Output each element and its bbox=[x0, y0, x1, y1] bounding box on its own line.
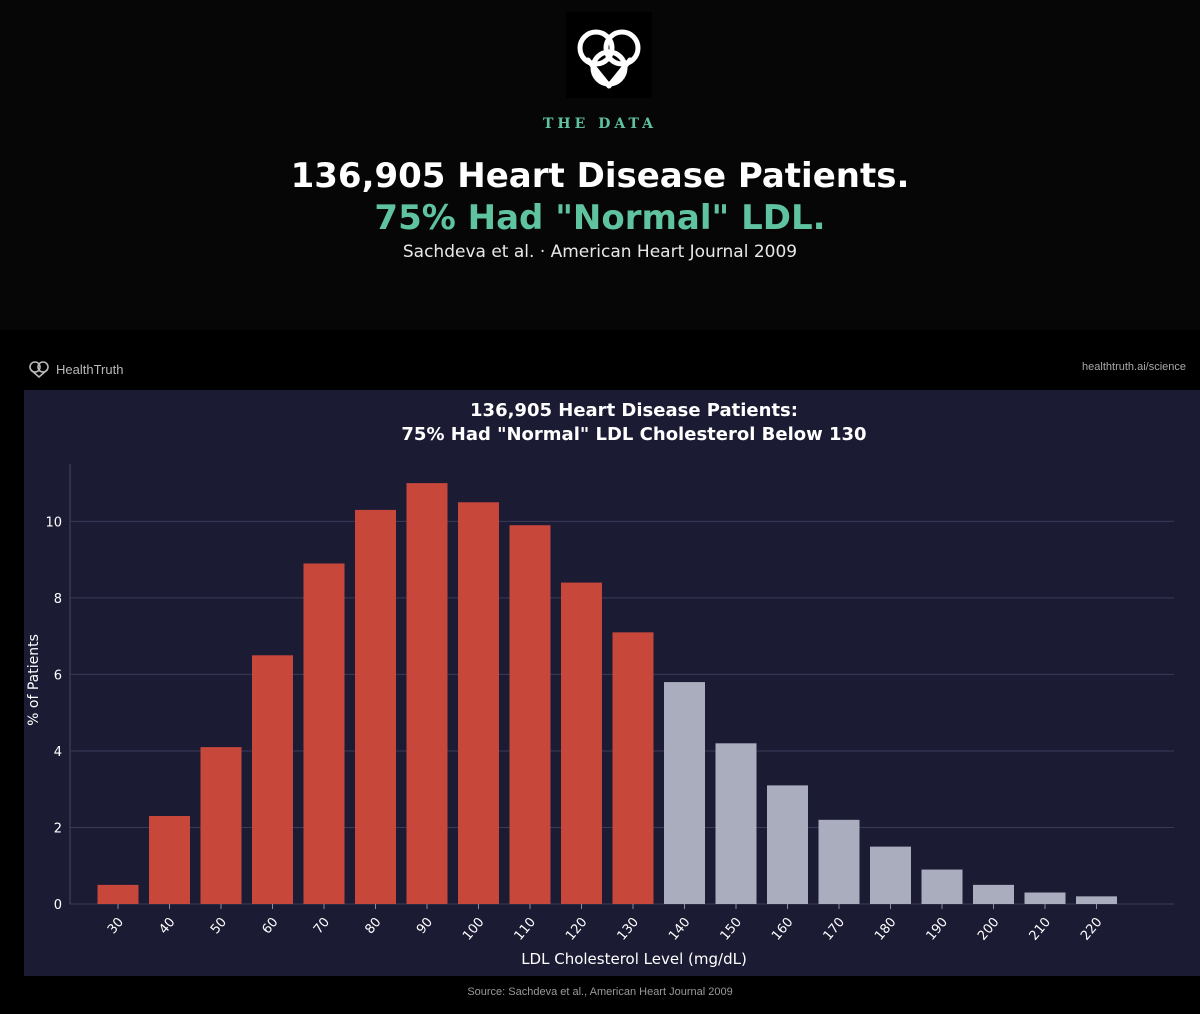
x-tick-label: 130 bbox=[615, 915, 642, 944]
bar-180 bbox=[870, 846, 911, 904]
headline-primary: 136,905 Heart Disease Patients. bbox=[290, 156, 910, 196]
bar-160 bbox=[767, 785, 808, 904]
eyebrow-label: THE DATA bbox=[543, 116, 657, 132]
x-tick-label: 170 bbox=[821, 915, 848, 944]
y-axis: 0 2 4 6 8 10 bbox=[45, 515, 62, 913]
x-tick-label: 210 bbox=[1027, 915, 1054, 944]
bar-90 bbox=[406, 483, 448, 904]
y-axis-label: % of Patients bbox=[26, 634, 42, 726]
x-tick-label: 190 bbox=[924, 915, 951, 944]
x-tick-label: 200 bbox=[975, 915, 1002, 944]
headline-accent: 75% Had "Normal" LDL. bbox=[374, 198, 826, 238]
brand-name: HealthTruth bbox=[56, 361, 124, 377]
x-tick-label: 50 bbox=[208, 915, 230, 937]
knot-heart-icon bbox=[29, 361, 49, 378]
x-tick-label: 30 bbox=[105, 915, 127, 937]
y-tick-label: 4 bbox=[54, 745, 62, 760]
citation: Sachdeva et al. · American Heart Journal… bbox=[402, 242, 798, 262]
x-tick-label: 40 bbox=[156, 915, 178, 937]
x-tick-label: 180 bbox=[872, 915, 899, 944]
bar-120 bbox=[561, 582, 602, 904]
x-tick-label: 80 bbox=[362, 915, 384, 937]
x-tick-label: 110 bbox=[512, 915, 539, 944]
x-axis-label: LDL Cholesterol Level (mg/dL) bbox=[521, 950, 747, 968]
y-tick-label: 10 bbox=[45, 515, 62, 530]
x-tick-label: 60 bbox=[259, 915, 281, 937]
bar-100 bbox=[458, 502, 499, 904]
y-tick-label: 8 bbox=[54, 592, 62, 607]
source-note: Source: Sachdeva et al., American Heart … bbox=[467, 986, 733, 998]
bar-60 bbox=[252, 655, 293, 904]
chart-panel: 136,905 Heart Disease Patients: 75% Had … bbox=[24, 390, 1200, 976]
bar-110 bbox=[509, 525, 551, 904]
x-tick-label: 90 bbox=[414, 915, 436, 937]
x-tick-label: 220 bbox=[1078, 915, 1105, 944]
knot-heart-icon bbox=[577, 29, 641, 89]
logo bbox=[566, 12, 652, 98]
bars bbox=[97, 483, 1117, 904]
x-tick-label: 140 bbox=[666, 915, 693, 944]
y-tick-label: 6 bbox=[54, 668, 62, 683]
brand: HealthTruth bbox=[28, 358, 123, 380]
y-tick-label: 0 bbox=[54, 898, 62, 913]
bar-30 bbox=[97, 884, 139, 904]
bar-190 bbox=[921, 869, 963, 904]
x-tick-label: 150 bbox=[718, 915, 745, 944]
bar-chart: 136,905 Heart Disease Patients: 75% Had … bbox=[26, 400, 1174, 968]
bar-70 bbox=[303, 563, 345, 904]
x-tick-label: 100 bbox=[460, 915, 487, 944]
header-panel: THE DATA 136,905 Heart Disease Patients.… bbox=[0, 0, 1200, 330]
chart-title-line1: 136,905 Heart Disease Patients: bbox=[470, 400, 798, 421]
chart-title-line2: 75% Had "Normal" LDL Cholesterol Below 1… bbox=[401, 424, 866, 445]
bar-220 bbox=[1076, 896, 1117, 904]
x-tick-label: 160 bbox=[769, 915, 796, 944]
site-url: healthtruth.ai/science bbox=[1082, 361, 1186, 373]
bar-210 bbox=[1024, 892, 1066, 904]
bar-140 bbox=[664, 682, 705, 904]
y-tick-label: 2 bbox=[54, 821, 62, 836]
bar-130 bbox=[612, 632, 654, 904]
x-tick-label: 70 bbox=[311, 915, 333, 937]
bar-50 bbox=[200, 747, 242, 904]
bar-150 bbox=[715, 743, 757, 904]
bar-200 bbox=[973, 884, 1014, 904]
card-header bbox=[0, 340, 1200, 390]
x-tick-label: 120 bbox=[563, 915, 590, 944]
x-axis: 30 40 50 60 70 80 90 100 110 120 130 140 150 160 170 18… bbox=[105, 904, 1106, 944]
bar-170 bbox=[818, 819, 860, 904]
bar-40 bbox=[149, 816, 190, 904]
bar-80 bbox=[355, 509, 396, 904]
